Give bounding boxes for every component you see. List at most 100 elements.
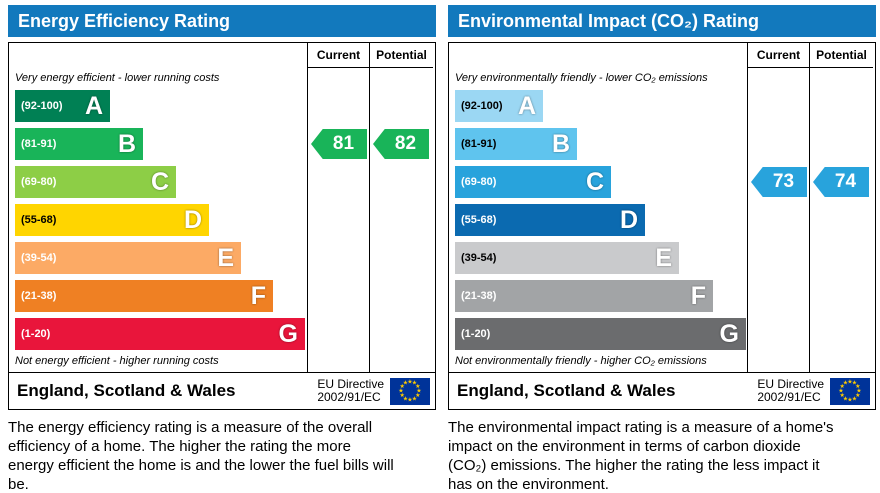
current-rating-column: 81 <box>307 68 369 372</box>
eu-directive-line2: 2002/91/EC <box>317 390 381 404</box>
svg-text:★: ★ <box>855 383 860 390</box>
band-letter-label: A <box>84 91 103 120</box>
svg-text:★: ★ <box>852 379 857 386</box>
rating-scale: Very energy efficient - lower running co… <box>9 68 307 372</box>
band-range-label: (21-38) <box>21 290 57 302</box>
svg-text:★: ★ <box>847 396 852 403</box>
svg-text:★: ★ <box>843 379 848 386</box>
band-bar: (92-100) A <box>455 90 543 122</box>
band-bar: (81-91) B <box>455 128 577 160</box>
band-bar: (21-38) F <box>15 280 273 312</box>
svg-text:★: ★ <box>840 383 845 390</box>
eu-flag-icon: ★ ★★★★★★★★★★★ <box>830 377 870 405</box>
svg-text:★: ★ <box>415 383 420 390</box>
svg-text:★: ★ <box>843 395 848 402</box>
band-letter-label: E <box>217 243 234 272</box>
column-header-row: Current Potential <box>449 43 875 68</box>
band-letter-label: F <box>250 281 266 310</box>
band-bar: (55-68) D <box>15 204 209 236</box>
rating-scale-header-spacer <box>9 43 307 68</box>
chart-body: Very energy efficient - lower running co… <box>9 68 435 372</box>
band-letter-label: C <box>585 167 604 196</box>
band-bar: (21-38) F <box>455 280 713 312</box>
potential-rating-column: 74 <box>809 68 873 372</box>
band-range-label: (1-20) <box>21 328 51 340</box>
band-bar: (39-54) E <box>15 242 241 274</box>
band-row-a: (92-100) A <box>15 90 307 122</box>
svg-text:★: ★ <box>855 392 860 399</box>
column-header-row: Current Potential <box>9 43 435 68</box>
svg-text:★: ★ <box>840 392 845 399</box>
region-label: England, Scotland & Wales <box>17 381 236 400</box>
band-letter-label: A <box>517 91 536 120</box>
band-bar: (92-100) A <box>15 90 110 122</box>
band-row-d: (55-68) D <box>15 204 307 236</box>
band-bar: (55-68) D <box>455 204 645 236</box>
band-bar: (81-91) B <box>15 128 143 160</box>
svg-text:★: ★ <box>412 395 417 402</box>
svg-text:★: ★ <box>407 378 412 385</box>
svg-text:★: ★ <box>398 387 403 394</box>
band-row-c: (69-80) C <box>455 166 747 198</box>
energy-chart-description: The energy efficiency rating is a measur… <box>8 419 394 493</box>
eu-directive-label: EU Directive 2002/91/EC <box>757 378 824 404</box>
svg-text:★: ★ <box>415 392 420 399</box>
svg-text:★: ★ <box>838 387 843 394</box>
band-bar: (69-80) C <box>15 166 176 198</box>
current-rating-arrow: 81 <box>311 129 367 159</box>
svg-text:★: ★ <box>407 396 412 403</box>
bands: (92-100) A (81-91) B (69-80) C (55-68) D (39-54)… <box>15 90 307 350</box>
svg-text:★: ★ <box>852 395 857 402</box>
svg-text:★: ★ <box>416 387 421 394</box>
chart-body: Very environmentally friendly - lower CO… <box>449 68 875 372</box>
band-letter-label: E <box>655 243 672 272</box>
chart-footer: England, Scotland & Wales EU Directive 2… <box>449 372 875 409</box>
band-row-e: (39-54) E <box>15 242 307 274</box>
band-row-b: (81-91) B <box>455 128 747 160</box>
environmental-chart-title: Environmental Impact (CO₂) Rating <box>448 5 876 37</box>
band-range-label: (1-20) <box>461 328 491 340</box>
energy-efficiency-chart: Energy Efficiency Rating Current Potenti… <box>8 5 436 493</box>
svg-text:★: ★ <box>856 387 861 394</box>
band-range-label: (81-91) <box>21 138 57 150</box>
band-bar: (39-54) E <box>455 242 679 274</box>
potential-rating-arrow: 82 <box>373 129 429 159</box>
eu-directive-line2: 2002/91/EC <box>757 390 821 404</box>
eu-directive-line1: EU Directive <box>317 377 384 391</box>
rating-scale: Very environmentally friendly - lower CO… <box>449 68 747 372</box>
svg-text:★: ★ <box>847 378 852 385</box>
current-column-header: Current <box>747 43 809 68</box>
bands: (92-100) A (81-91) B (69-80) C (55-68) D (39-54)… <box>455 90 747 350</box>
band-row-d: (55-68) D <box>455 204 747 236</box>
eu-directive-label: EU Directive 2002/91/EC <box>317 378 384 404</box>
band-row-b: (81-91) B <box>15 128 307 160</box>
band-letter-label: B <box>117 129 136 158</box>
current-rating-column: 73 <box>747 68 809 372</box>
band-range-label: (55-68) <box>461 214 497 226</box>
band-range-label: (69-80) <box>461 176 497 188</box>
bottom-note: Not environmentally friendly - higher CO… <box>455 355 707 367</box>
svg-text:★: ★ <box>403 395 408 402</box>
band-row-f: (21-38) F <box>15 280 307 312</box>
band-letter-label: B <box>551 129 570 158</box>
environmental-chart-description: The environmental impact rating is a mea… <box>448 419 834 493</box>
eu-directive-line1: EU Directive <box>757 377 824 391</box>
band-range-label: (69-80) <box>21 176 57 188</box>
band-letter-label: G <box>278 319 298 348</box>
band-letter-label: D <box>183 205 202 234</box>
svg-text:★: ★ <box>400 392 405 399</box>
band-range-label: (92-100) <box>461 100 503 112</box>
band-row-c: (69-80) C <box>15 166 307 198</box>
band-row-e: (39-54) E <box>455 242 747 274</box>
eu-flag-icon: ★ ★★★★★★★★★★★ <box>390 377 430 405</box>
top-note: Very environmentally friendly - lower CO… <box>455 72 708 84</box>
environmental-impact-chart: Environmental Impact (CO₂) Rating Curren… <box>448 5 876 493</box>
band-bar: (1-20) G <box>15 318 305 350</box>
band-row-g: (1-20) G <box>15 318 307 350</box>
potential-column-header: Potential <box>809 43 873 68</box>
band-bar: (69-80) C <box>455 166 611 198</box>
top-note: Very energy efficient - lower running co… <box>15 72 220 84</box>
potential-rating-column: 82 <box>369 68 433 372</box>
band-range-label: (39-54) <box>461 252 497 264</box>
